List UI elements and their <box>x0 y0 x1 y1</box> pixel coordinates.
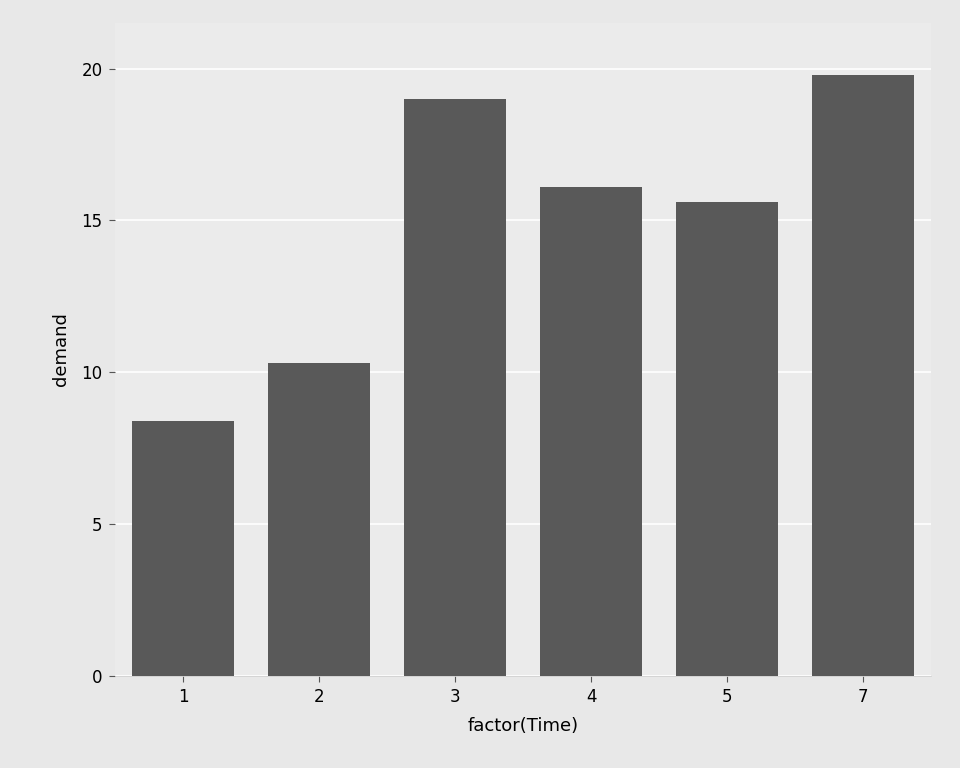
Bar <box>268 363 371 676</box>
Bar <box>404 99 506 676</box>
Bar <box>676 202 779 676</box>
Bar <box>812 74 914 676</box>
Bar <box>132 421 234 676</box>
X-axis label: factor(Time): factor(Time) <box>468 717 579 736</box>
Bar <box>540 187 642 676</box>
Y-axis label: demand: demand <box>53 313 70 386</box>
